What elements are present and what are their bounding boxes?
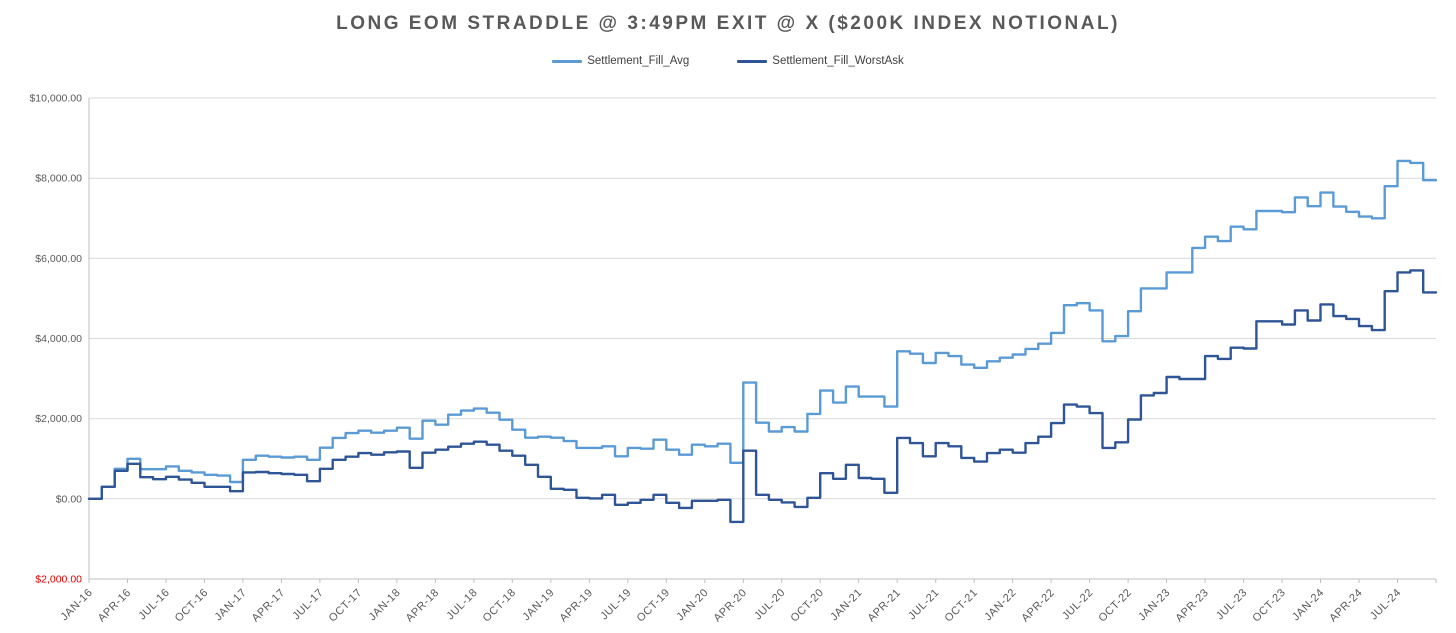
legend-line-avg-swatch xyxy=(552,59,583,63)
x-axis-label: APR-21 xyxy=(865,587,903,625)
y-axis-label: $2,000.00 xyxy=(35,574,82,586)
x-axis-label: OCT-20 xyxy=(788,587,826,625)
y-axis-label: $8,000.00 xyxy=(35,173,82,185)
y-axis-label: $2,000.00 xyxy=(35,413,82,425)
x-axis-label: JAN-16 xyxy=(59,587,96,624)
x-axis-label: JAN-22 xyxy=(982,587,1019,624)
y-axis-label: $10,000.00 xyxy=(29,93,82,105)
x-axis-label: JAN-21 xyxy=(828,587,865,624)
x-axis-label: JUL-22 xyxy=(1060,587,1096,623)
y-axis-label: $4,000.00 xyxy=(35,333,82,345)
series-worstask-line xyxy=(87,269,1438,524)
x-axis-label: JAN-19 xyxy=(520,587,557,624)
x-axis-label: OCT-16 xyxy=(173,587,211,625)
x-axis-label: JAN-23 xyxy=(1136,587,1173,624)
x-axis-label: APR-16 xyxy=(96,587,134,625)
legend-item-worstask: Settlement_Fill_WorstAsk xyxy=(737,55,904,67)
y-axis-label: $0.00 xyxy=(56,493,82,505)
x-axis-label: JUL-23 xyxy=(1214,587,1250,623)
x-axis-label: JAN-20 xyxy=(674,587,711,624)
x-axis-label: JUL-24 xyxy=(1368,587,1404,623)
chart-legend: Settlement_Fill_Avg Settlement_Fill_Wors… xyxy=(0,55,1456,67)
y-axis-label: $6,000.00 xyxy=(35,253,82,265)
x-axis-label: JUL-18 xyxy=(444,587,480,623)
x-axis-label: OCT-23 xyxy=(1250,587,1288,625)
chart-title: LONG EOM STRADDLE @ 3:49PM EXIT @ X ($20… xyxy=(336,13,1120,34)
x-axis-label: OCT-22 xyxy=(1096,587,1134,625)
x-axis-label: OCT-21 xyxy=(942,587,980,625)
x-axis-label: APR-19 xyxy=(558,587,596,625)
x-axis-label: JUL-20 xyxy=(752,587,788,623)
x-axis-label: OCT-19 xyxy=(635,587,673,625)
x-axis-label: APR-18 xyxy=(404,587,442,625)
x-axis-label: JUL-17 xyxy=(290,587,326,623)
x-axis-label: JAN-24 xyxy=(1290,587,1327,624)
x-axis-label: APR-24 xyxy=(1327,587,1365,625)
legend-label-worstask: Settlement_Fill_WorstAsk xyxy=(772,55,904,67)
x-axis-label: JUL-21 xyxy=(906,587,942,623)
legend-label-avg: Settlement_Fill_Avg xyxy=(587,55,690,67)
x-axis-label: JUL-19 xyxy=(598,587,634,623)
x-axis-label: APR-17 xyxy=(250,587,288,625)
x-axis-label: APR-23 xyxy=(1173,587,1211,625)
x-axis-label: JUL-16 xyxy=(136,587,172,623)
x-axis-label: OCT-17 xyxy=(327,587,365,625)
series-avg-line xyxy=(87,159,1438,500)
x-axis-label: APR-20 xyxy=(712,587,750,625)
legend-item-avg: Settlement_Fill_Avg xyxy=(552,55,689,67)
x-axis-label: JAN-17 xyxy=(212,587,249,624)
x-axis-label: APR-22 xyxy=(1019,587,1057,625)
x-axis-label: OCT-18 xyxy=(481,587,519,625)
legend-line-worstask-swatch xyxy=(737,59,768,63)
x-axis-label: JAN-18 xyxy=(366,587,403,624)
